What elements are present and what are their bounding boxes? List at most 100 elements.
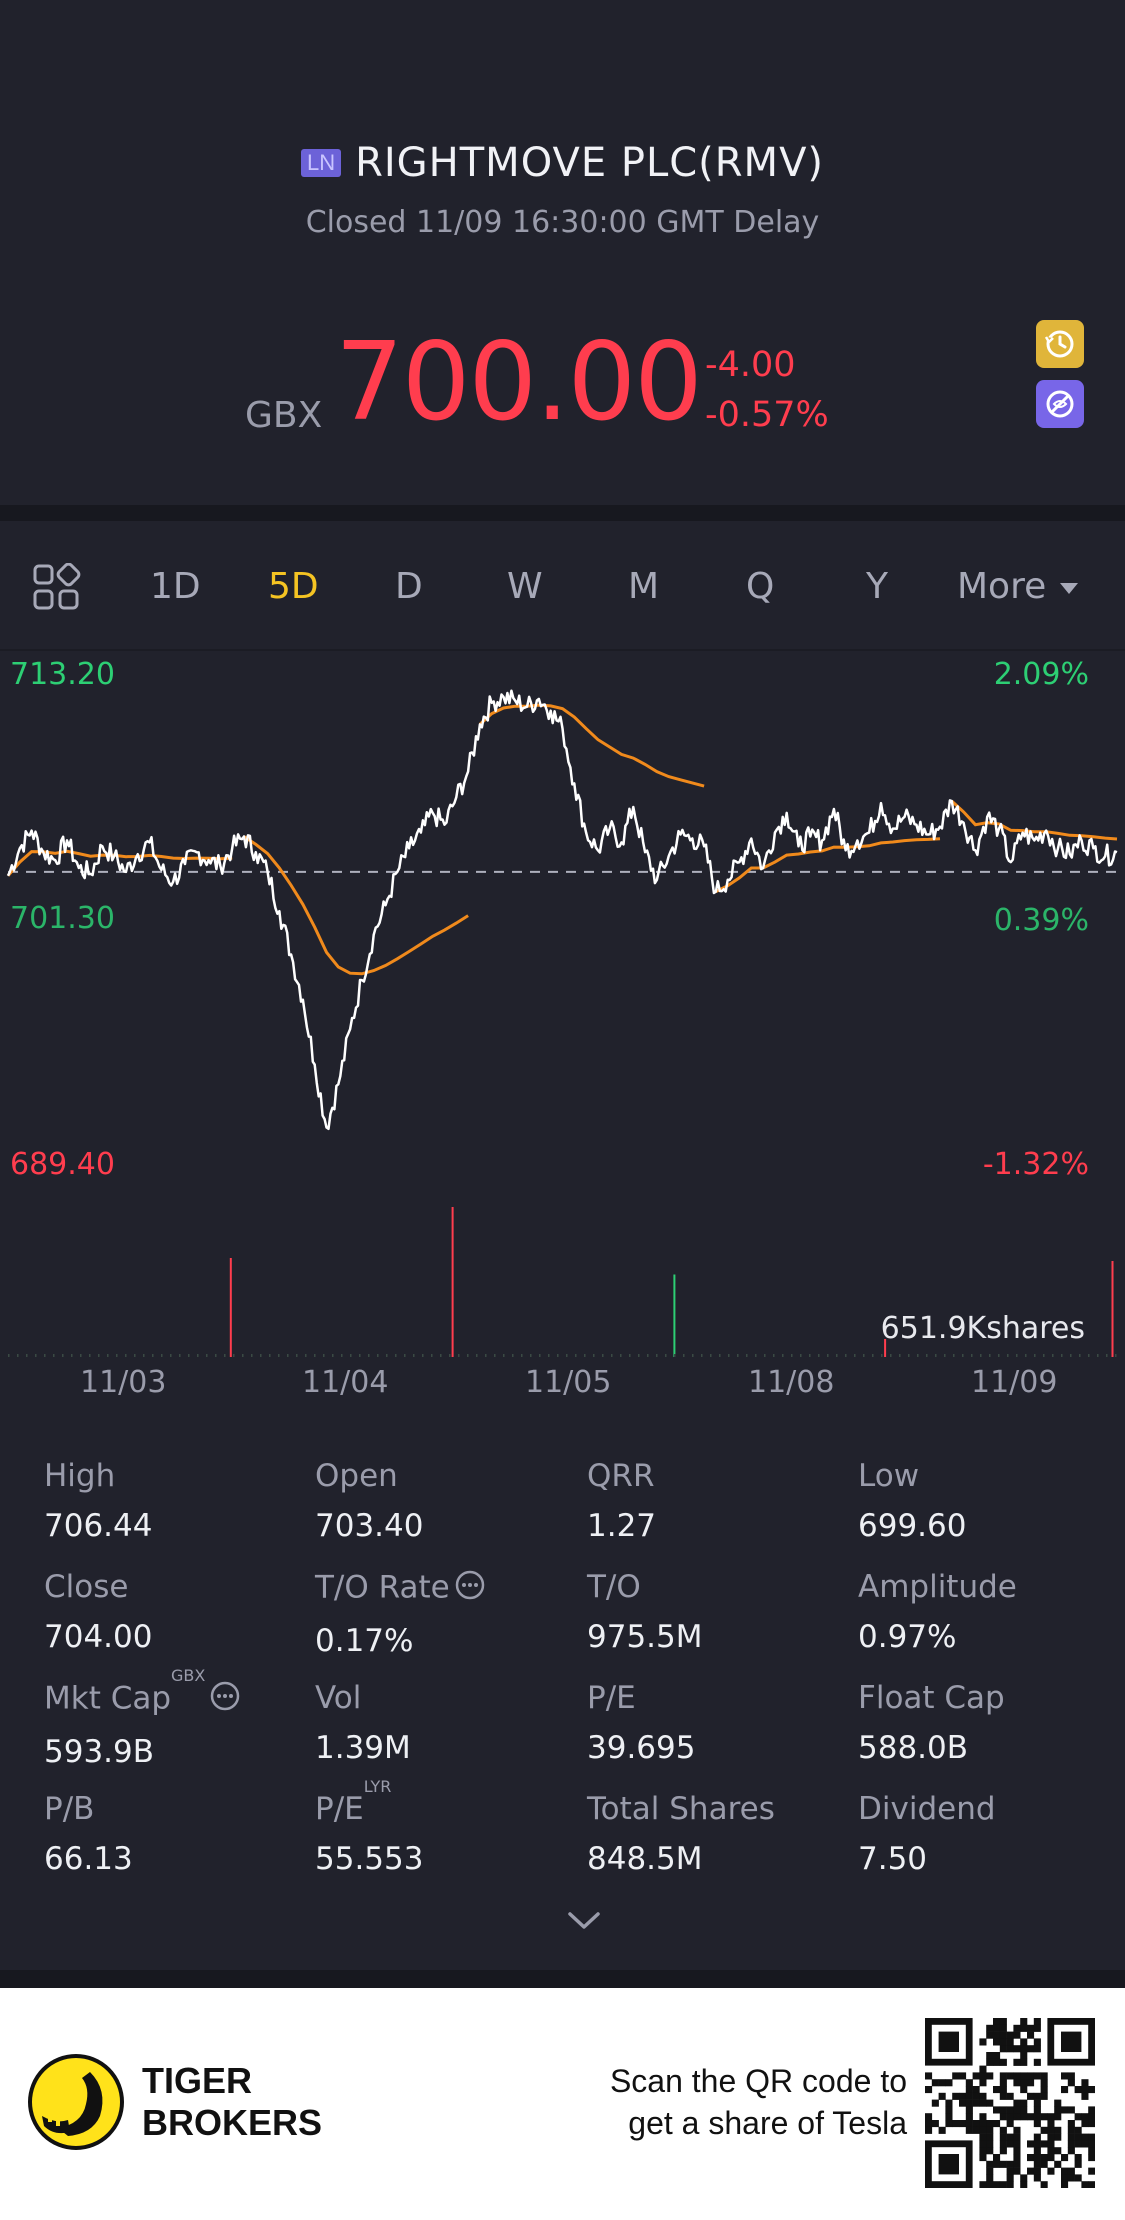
volume-tick — [215, 1354, 217, 1357]
volume-tick — [440, 1354, 442, 1357]
volume-tick — [1070, 1354, 1072, 1357]
period-tabs: 1D 5D D W M Q Y More — [0, 521, 1125, 651]
tab-5d[interactable]: 5D — [268, 566, 319, 607]
chart-grid-icon[interactable] — [32, 562, 82, 617]
volume-bar — [451, 1207, 454, 1357]
volume-tick — [611, 1354, 613, 1357]
volume-tick — [179, 1354, 181, 1357]
volume-tick — [773, 1354, 775, 1357]
volume-tick — [701, 1354, 703, 1357]
stat-pe-lyr: P/ELYR 55.553 — [315, 1777, 423, 1877]
info-icon[interactable] — [209, 1680, 241, 1720]
volume-tick — [386, 1354, 388, 1357]
volume-tick — [242, 1354, 244, 1357]
volume-tick — [134, 1354, 136, 1357]
tab-w[interactable]: W — [507, 566, 543, 607]
history-icon[interactable] — [1036, 320, 1084, 368]
volume-tick — [1052, 1354, 1054, 1357]
volume-tick — [926, 1354, 928, 1357]
volume-tick — [305, 1354, 307, 1357]
market-status: Closed 11/09 16:30:00 GMT Delay — [305, 205, 820, 240]
volume-bars — [8, 1207, 1117, 1357]
section-divider — [0, 505, 1125, 521]
stat-dividend: Dividend 7.50 — [858, 1791, 996, 1877]
volume-tick — [44, 1354, 46, 1357]
volume-tick — [1025, 1354, 1027, 1357]
volume-tick — [764, 1354, 766, 1357]
stat-value: 0.97% — [858, 1619, 957, 1655]
hide-icon[interactable] — [1036, 380, 1084, 428]
volume-tick — [836, 1354, 838, 1357]
volume-tick — [575, 1354, 577, 1357]
volume-tick — [557, 1354, 559, 1357]
moving-average-line — [6, 703, 1118, 976]
volume-tick — [755, 1354, 757, 1357]
price-chart[interactable]: 713.20 2.09% 701.30 0.39% 689.40 -1.32% … — [0, 651, 1125, 1371]
currency-superscript: GBX — [171, 1666, 206, 1685]
y-max-percent: 2.09% — [993, 657, 1089, 692]
footer-divider — [0, 1970, 1125, 1988]
tab-q[interactable]: Q — [746, 566, 775, 607]
volume-tick — [8, 1354, 10, 1357]
volume-tick — [602, 1354, 604, 1357]
volume-bar — [1111, 1261, 1114, 1357]
stat-value: 975.5M — [587, 1619, 703, 1655]
volume-tick — [476, 1354, 478, 1357]
volume-tick — [845, 1354, 847, 1357]
volume-bar — [673, 1274, 676, 1357]
stat-pe: P/E 39.695 — [587, 1680, 695, 1766]
chart-canvas — [6, 689, 1118, 1357]
volume-tick — [530, 1354, 532, 1357]
stat-label: Float Cap — [858, 1680, 1005, 1716]
volume-tick — [503, 1354, 505, 1357]
tab-more[interactable]: More — [957, 566, 1080, 607]
y-min-percent: -1.32% — [982, 1147, 1089, 1182]
volume-tick — [638, 1354, 640, 1357]
volume-tick — [566, 1354, 568, 1357]
qr-code-icon — [925, 2018, 1096, 2192]
volume-tick — [683, 1354, 685, 1357]
volume-tick — [809, 1354, 811, 1357]
stat-value: 848.5M — [587, 1841, 703, 1877]
volume-tick — [827, 1354, 829, 1357]
stat-label: P/E — [587, 1680, 636, 1716]
tab-1d[interactable]: 1D — [150, 566, 201, 607]
y-max-price: 713.20 — [10, 657, 115, 692]
volume-tick — [872, 1354, 874, 1357]
volume-tick — [593, 1354, 595, 1357]
brand-name: TIGER BROKERS — [142, 2060, 322, 2144]
stat-volume: Vol 1.39M — [315, 1680, 411, 1766]
volume-tick — [296, 1354, 298, 1357]
tab-y[interactable]: Y — [866, 566, 888, 607]
stat-label: High — [44, 1458, 116, 1494]
change-percent: -0.57% — [705, 395, 829, 435]
info-icon[interactable] — [454, 1569, 486, 1609]
stat-value: 704.00 — [44, 1619, 153, 1655]
stat-market-cap: Mkt CapGBX 593.9B — [44, 1666, 241, 1770]
tab-d[interactable]: D — [395, 566, 423, 607]
brand-line-1: TIGER — [142, 2060, 253, 2101]
tab-m[interactable]: M — [628, 566, 660, 607]
volume-tick — [656, 1354, 658, 1357]
volume-tick — [998, 1354, 1000, 1357]
volume-tick — [467, 1354, 469, 1357]
volume-tick — [170, 1354, 172, 1357]
qr-caption-line-2: get a share of Tesla — [628, 2105, 907, 2141]
volume-tick — [746, 1354, 748, 1357]
stat-close: Close 704.00 — [44, 1569, 152, 1655]
stat-label: Low — [858, 1458, 920, 1494]
volume-tick — [269, 1354, 271, 1357]
volume-tick — [1061, 1354, 1063, 1357]
volume-tick — [314, 1354, 316, 1357]
volume-tick — [782, 1354, 784, 1357]
volume-tick — [1007, 1354, 1009, 1357]
stat-value: 1.39M — [315, 1730, 411, 1766]
stat-label: P/B — [44, 1791, 95, 1827]
qr-caption-line-1: Scan the QR code to — [609, 2063, 907, 2099]
volume-tick — [422, 1354, 424, 1357]
volume-tick — [1088, 1354, 1090, 1357]
date-label: 11/09 — [971, 1365, 1058, 1400]
volume-tick — [944, 1354, 946, 1357]
stat-value: 593.9B — [44, 1734, 155, 1770]
expand-chevron-icon[interactable] — [566, 1910, 602, 1936]
